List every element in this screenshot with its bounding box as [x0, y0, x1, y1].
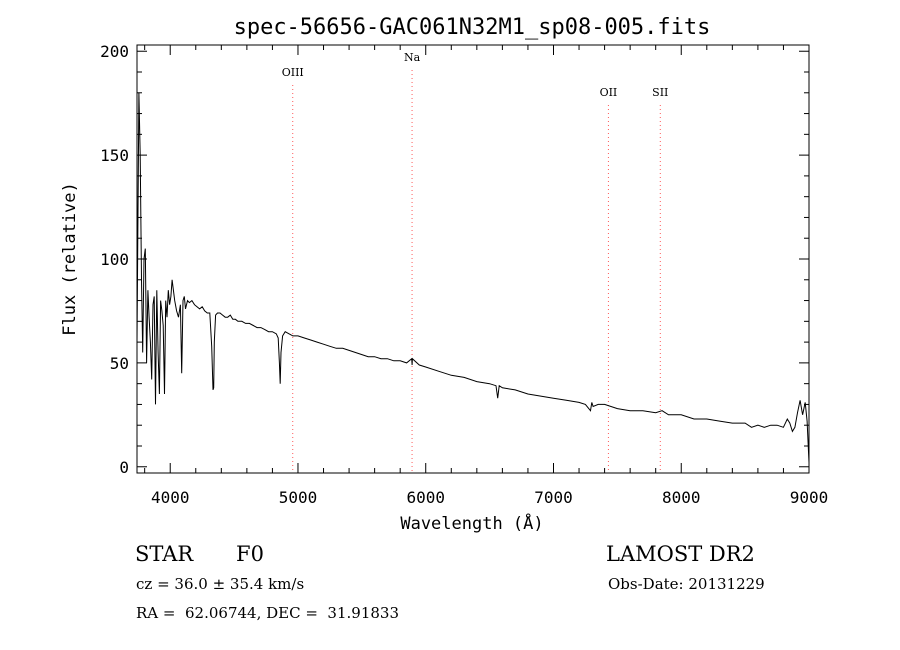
spectrum-line	[136, 92, 810, 463]
x-tick-label: 6000	[406, 488, 445, 507]
axis-ticks: 4000 5000 6000 7000 8000 9000 0 50 100 150 200	[100, 42, 828, 507]
y-tick-label: 50	[110, 354, 129, 373]
line-label-sii: SII	[652, 86, 668, 99]
x-tick-label: 9000	[790, 488, 829, 507]
x-axis-label: Wavelength (Å)	[400, 512, 543, 534]
y-tick-label: 150	[100, 146, 129, 165]
x-tick-label: 7000	[534, 488, 573, 507]
line-label-oii: OII	[600, 86, 618, 99]
survey-name: LAMOST DR2	[606, 542, 755, 566]
y-tick-label: 200	[100, 42, 129, 61]
spectral-line-markers: OIII Na OII SII	[282, 51, 668, 473]
y-tick-label: 100	[100, 250, 129, 269]
y-axis-label: Flux (relative)	[60, 182, 80, 336]
ra-dec: RA = 62.06744, DEC = 31.91833	[136, 604, 400, 622]
line-label-oiii: OIII	[282, 66, 304, 79]
observation-date: Obs-Date: 20131229	[608, 575, 765, 593]
x-tick-label: 4000	[151, 488, 190, 507]
y-tick-label: 0	[119, 458, 129, 477]
x-tick-label: 8000	[662, 488, 701, 507]
line-label-na: Na	[404, 51, 421, 64]
object-type: STAR	[135, 542, 194, 566]
object-subclass: F0	[236, 542, 264, 566]
chart-title: spec-56656-GAC061N32M1_sp08-005.fits	[234, 15, 711, 40]
redshift-cz: cz = 36.0 ± 35.4 km/s	[136, 575, 305, 593]
plot-frame	[136, 44, 810, 474]
x-tick-label: 5000	[279, 488, 318, 507]
